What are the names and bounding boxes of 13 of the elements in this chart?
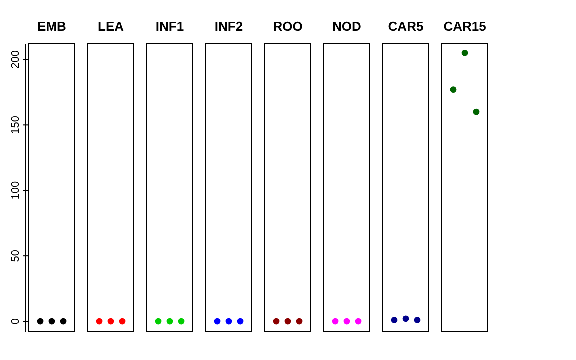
x-tick-label: INF2 <box>214 19 244 34</box>
x-tick-label: INF1 <box>156 19 184 34</box>
x-tick-label: LEA <box>98 19 125 34</box>
x-tick-label: ROO <box>273 19 303 34</box>
y-tick-label: 0 <box>10 318 22 325</box>
x-tick-label: CAR5 <box>388 19 424 34</box>
x-tick-label: CAR15 <box>444 19 486 34</box>
y-tick-label: 50 <box>10 250 22 262</box>
y-tick-label: 100 <box>10 181 22 200</box>
x-tick-label: EMB <box>38 19 66 34</box>
y-tick-label: 200 <box>10 50 22 69</box>
x-tick-label: NOD <box>332 19 362 34</box>
y-tick-label: 150 <box>10 116 22 134</box>
